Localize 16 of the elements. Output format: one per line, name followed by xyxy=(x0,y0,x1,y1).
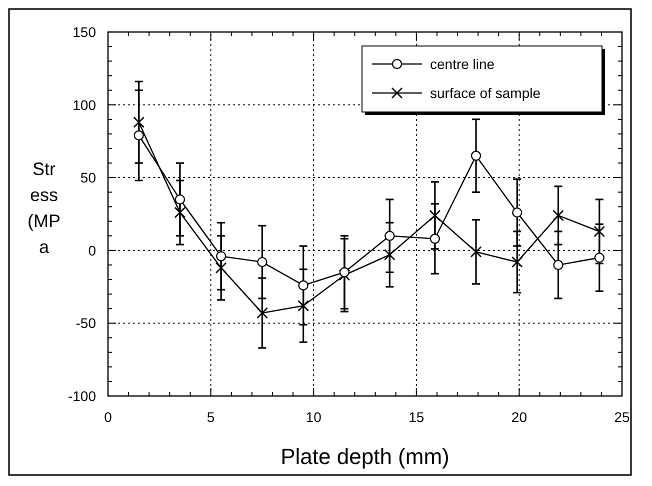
y-tick-label: 50 xyxy=(80,170,96,186)
x-axis-title: Plate depth (mm) xyxy=(280,444,450,469)
y-axis-title: Stress (MPa xyxy=(28,159,60,257)
x-tick-label: 5 xyxy=(206,409,215,425)
x-tick-label: 20 xyxy=(511,409,528,425)
legend-label: surface of sample xyxy=(430,85,541,101)
y-tick-label: -50 xyxy=(76,315,96,332)
x-tick-label: 10 xyxy=(306,409,322,425)
x-tick-label: 0 xyxy=(104,409,112,425)
y-tick-label: 0 xyxy=(88,242,96,258)
y-tick-label: 100 xyxy=(72,96,96,113)
legend-label: centre line xyxy=(430,56,495,72)
y-tick-label: 150 xyxy=(72,24,96,40)
x-tick-label: 25 xyxy=(614,409,630,425)
x-tick-label: 15 xyxy=(408,409,424,425)
y-tick-label: -100 xyxy=(68,388,96,404)
